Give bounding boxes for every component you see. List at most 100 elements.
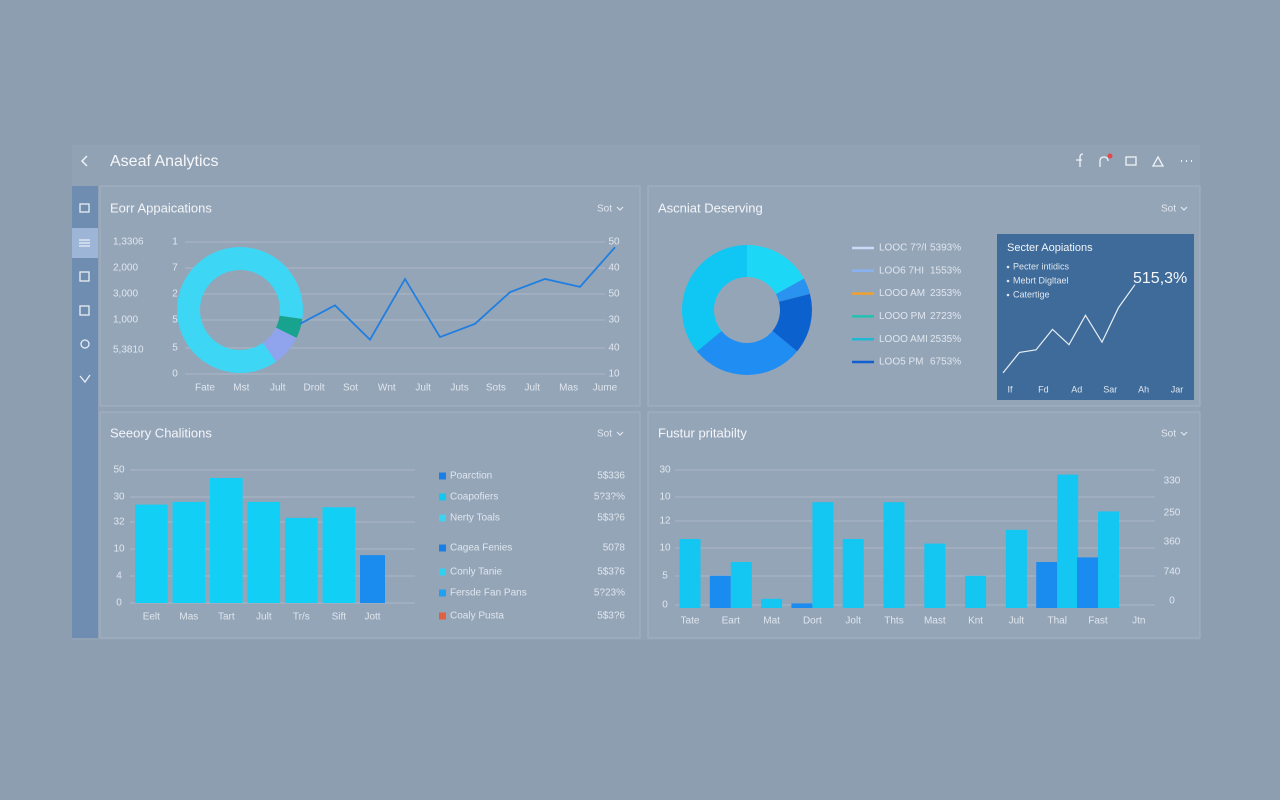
x-label: Knt (968, 616, 983, 627)
x-label: Mst (233, 383, 249, 394)
legend-value: 5?3?% (594, 492, 625, 503)
bullet (1006, 279, 1010, 283)
sidebar-icons (79, 203, 91, 384)
legend-label: LOOO AMI (879, 334, 928, 345)
header-icons (1076, 153, 1192, 167)
axis-label: 4 (116, 571, 122, 582)
x-label: Jolt (845, 616, 861, 627)
legend-label: LOO6 7HI (879, 265, 924, 276)
icon[interactable] (1099, 156, 1109, 167)
dropdown[interactable]: Sot (597, 204, 612, 215)
axis-label: 1,3306 (113, 237, 144, 248)
legend-swatch (439, 514, 446, 522)
legend-label: LOOO AM (879, 288, 925, 299)
icon[interactable] (80, 339, 90, 349)
legend-label: LOOO PM (879, 311, 926, 322)
axis-label: 30 (113, 492, 125, 503)
x-label: Sot (343, 383, 358, 394)
icon[interactable] (79, 239, 90, 247)
x-label: Eelt (143, 612, 160, 623)
x-label: Jult (1009, 616, 1025, 627)
x-label: Jott (364, 612, 380, 623)
axis-label: 0 (116, 598, 122, 609)
axis-label: 10 (659, 492, 671, 503)
dropdown[interactable]: Sot (597, 429, 612, 440)
card-item: Pecter intidics (1013, 261, 1070, 271)
card-item: Mebrt Digltael (1013, 275, 1069, 285)
x-label: Jult (524, 383, 540, 394)
legend-label: Coapofiers (450, 492, 498, 503)
legend-value: 5$3?6 (597, 611, 625, 622)
legend-value: 2353% (930, 288, 961, 299)
bar (812, 502, 834, 608)
axis-label: 0 (1169, 596, 1175, 607)
legend-label: Fersde Fan Pans (450, 588, 527, 599)
x-label: Dort (803, 616, 822, 627)
icon[interactable] (1151, 155, 1165, 167)
chevron (1180, 431, 1188, 436)
x-label: Jult (270, 383, 286, 394)
dropdown[interactable]: Sot (1161, 429, 1176, 440)
chevron (616, 431, 624, 436)
legend-swatch (439, 612, 446, 620)
legend-value: 2723% (930, 311, 961, 322)
x-label: Jult (256, 612, 272, 623)
bar (1057, 474, 1079, 608)
icon[interactable] (79, 271, 90, 282)
legend-label: LOO5 PM (879, 357, 923, 368)
axis-label: 10 (113, 544, 125, 555)
axis-label: 0 (172, 369, 178, 380)
bar (924, 543, 946, 608)
bar (791, 603, 813, 608)
axis-label: 50 (608, 289, 620, 300)
legend-label: Nerty Toals (450, 513, 500, 524)
x-label: Ad (1071, 384, 1082, 394)
axis-label: 50 (608, 237, 620, 248)
sidebar (72, 186, 98, 638)
x-label: Fast (1088, 616, 1108, 627)
bar (761, 598, 783, 608)
icon[interactable] (1125, 156, 1137, 166)
x-label: Tr/s (293, 612, 310, 623)
axis-label: 250 (1164, 508, 1181, 519)
axis-label: 330 (1164, 476, 1181, 487)
bar (1098, 511, 1119, 608)
icon[interactable] (79, 305, 90, 316)
badge (1107, 153, 1113, 159)
x-label: Thts (884, 616, 903, 627)
legend-value: 6753% (930, 357, 961, 368)
x-label: Tart (218, 612, 235, 623)
donut-segment (747, 245, 804, 295)
bullet (1006, 265, 1010, 269)
axis-label: 30 (608, 315, 620, 326)
card-value: 515,3% (1133, 270, 1187, 287)
legend-label: Coaly Pusta (450, 611, 504, 622)
axis-label: 5 (172, 343, 178, 354)
legend-swatch (439, 544, 446, 552)
bar (1036, 562, 1058, 608)
x-label: Sots (486, 383, 506, 394)
axis-label: 360 (1164, 537, 1181, 548)
card-title: Secter Aopiations (1007, 242, 1093, 254)
icon[interactable] (79, 374, 91, 384)
axis-label: 2,000 (113, 263, 138, 274)
back-button[interactable] (80, 155, 88, 167)
donut-segment (681, 245, 747, 352)
panel-title: Eorr Appaications (110, 200, 212, 215)
dropdown[interactable]: Sot (1161, 204, 1176, 215)
donut-segment (275, 315, 303, 338)
bar (679, 539, 701, 608)
x-label: Jume (593, 383, 618, 394)
x-label: Drolt (304, 383, 325, 394)
axis-label: 30 (659, 465, 671, 476)
legend-label: Poarction (450, 471, 492, 482)
line (299, 246, 616, 342)
app-title: Aseaf Analytics (110, 153, 219, 170)
donut-segment (775, 278, 810, 302)
icon[interactable] (79, 203, 90, 213)
icon[interactable] (1076, 153, 1084, 167)
axis-label: 7 (172, 263, 178, 274)
panel-title: Ascniat Deserving (658, 200, 763, 215)
x-label: Mas (559, 383, 578, 394)
